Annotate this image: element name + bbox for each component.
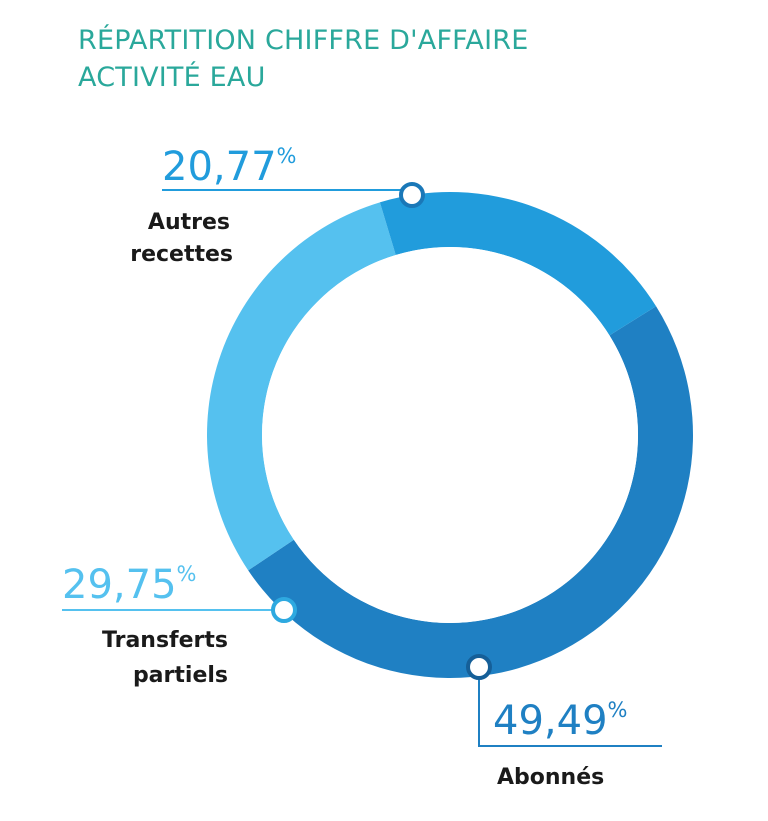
category-label-autres-2: recettes	[130, 242, 233, 267]
callout-autres-recettes: 20,77% Autres recettes	[130, 144, 425, 267]
donut-slice-transferts	[207, 202, 396, 571]
callout-abonnes: 49,49% Abonnés	[466, 654, 662, 790]
marker-autres	[399, 182, 425, 208]
callout-transferts-partiels: 29,75% Transferts partiels	[62, 562, 297, 688]
category-label-abonnes: Abonnés	[497, 765, 604, 790]
donut-slices	[207, 192, 693, 678]
marker-abonnes	[466, 654, 492, 680]
value-label-transferts: 29,75%	[62, 562, 196, 608]
chart-title-line-2: ACTIVITÉ EAU	[78, 62, 266, 93]
donut-slice-autres	[379, 192, 657, 336]
marker-transferts	[271, 597, 297, 623]
donut-hole	[262, 247, 638, 623]
chart-title-line-1: RÉPARTITION CHIFFRE D'AFFAIRE	[78, 25, 529, 56]
chart-title: RÉPARTITION CHIFFRE D'AFFAIRE ACTIVITÉ E…	[78, 22, 528, 96]
donut-slice-abonnes	[248, 306, 693, 678]
category-label-transferts-1: Transferts	[102, 628, 228, 653]
value-label-abonnes: 49,49%	[493, 698, 627, 744]
leader-line-autres	[162, 189, 413, 195]
leader-line-abonnes	[478, 667, 662, 747]
value-label-autres: 20,77%	[162, 144, 296, 190]
category-label-transferts-2: partiels	[133, 663, 228, 688]
category-label-autres-1: Autres	[148, 210, 230, 235]
